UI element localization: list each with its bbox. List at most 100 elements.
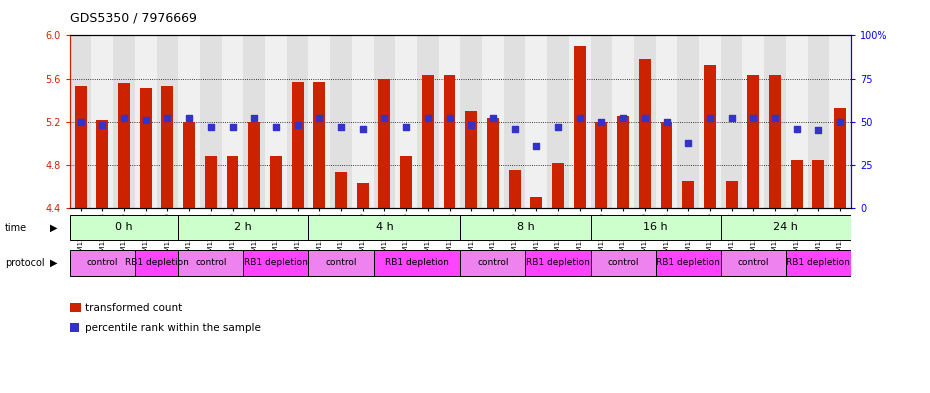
Bar (742, 35, 764, 208)
Text: 16 h: 16 h (644, 222, 668, 232)
Point (594, 119, 609, 125)
Point (95, 122, 110, 129)
Bar (70, 35, 91, 208)
Bar (379, 79, 391, 208)
Bar (525, 35, 547, 208)
Text: ▶: ▶ (50, 258, 58, 268)
Bar (179, 215, 309, 240)
Point (116, 115, 131, 121)
Point (659, 119, 674, 125)
Bar (552, 163, 564, 208)
Bar (156, 35, 179, 208)
Point (139, 117, 153, 123)
Point (464, 122, 479, 129)
Bar (699, 35, 721, 208)
Point (637, 115, 652, 121)
Text: RB1 depletion: RB1 depletion (125, 258, 189, 267)
Bar (179, 35, 200, 208)
Bar (179, 250, 244, 275)
Text: RB1 depletion: RB1 depletion (244, 258, 308, 267)
Bar (292, 82, 303, 208)
Bar (352, 35, 374, 208)
Bar (460, 215, 591, 240)
Bar (704, 64, 716, 208)
Bar (764, 35, 786, 208)
Bar (591, 35, 612, 208)
Bar (227, 156, 238, 208)
Text: control: control (737, 258, 769, 267)
Bar (634, 35, 656, 208)
Point (225, 124, 240, 130)
Bar (265, 35, 286, 208)
Point (442, 115, 457, 121)
Point (181, 115, 196, 121)
Point (204, 124, 219, 130)
Bar (244, 250, 309, 275)
Point (551, 124, 565, 130)
Text: GDS5350 / 7976669: GDS5350 / 7976669 (70, 12, 196, 25)
Text: protocol: protocol (5, 258, 45, 268)
Bar (786, 250, 851, 275)
Bar (97, 120, 108, 208)
Text: 24 h: 24 h (774, 222, 798, 232)
Point (246, 115, 261, 121)
Bar (183, 122, 195, 208)
Bar (357, 184, 368, 208)
Bar (244, 35, 265, 208)
Bar (270, 156, 282, 208)
Bar (374, 250, 460, 275)
Bar (444, 75, 456, 208)
Bar (162, 86, 173, 208)
Bar (460, 35, 482, 208)
Bar (525, 250, 591, 275)
Point (420, 115, 435, 121)
Bar (417, 35, 439, 208)
Point (811, 127, 826, 134)
Bar (70, 215, 179, 240)
Point (572, 115, 587, 121)
Bar (482, 35, 504, 208)
Bar (834, 108, 846, 208)
Bar (374, 35, 395, 208)
Text: control: control (86, 258, 118, 267)
Point (377, 115, 392, 121)
Point (724, 115, 739, 121)
Bar (639, 59, 651, 208)
Bar (118, 83, 130, 208)
Bar (748, 75, 759, 208)
Bar (660, 122, 672, 208)
Point (832, 119, 847, 125)
Text: RB1 depletion: RB1 depletion (526, 258, 590, 267)
Point (312, 115, 326, 121)
Bar (683, 181, 694, 208)
Bar (830, 35, 851, 208)
Bar (721, 215, 851, 240)
Bar (677, 35, 699, 208)
Bar (286, 35, 309, 208)
Bar (70, 250, 135, 275)
Bar (465, 111, 477, 208)
Text: transformed count: transformed count (85, 303, 182, 313)
Point (485, 115, 500, 121)
Bar (618, 116, 629, 208)
Bar (591, 215, 721, 240)
Point (616, 115, 631, 121)
Bar (422, 75, 433, 208)
Bar (813, 160, 824, 208)
Bar (313, 82, 326, 208)
Point (160, 115, 175, 121)
Bar (612, 35, 634, 208)
Bar (487, 118, 498, 208)
Bar (135, 250, 179, 275)
Bar (309, 35, 330, 208)
Bar (721, 35, 742, 208)
Text: 4 h: 4 h (376, 222, 393, 232)
Text: ▶: ▶ (50, 222, 58, 233)
Text: 8 h: 8 h (516, 222, 535, 232)
Bar (200, 35, 221, 208)
Text: 0 h: 0 h (115, 222, 133, 232)
Bar (530, 198, 542, 208)
Bar (807, 35, 830, 208)
Bar (248, 122, 260, 208)
Bar (591, 250, 656, 275)
